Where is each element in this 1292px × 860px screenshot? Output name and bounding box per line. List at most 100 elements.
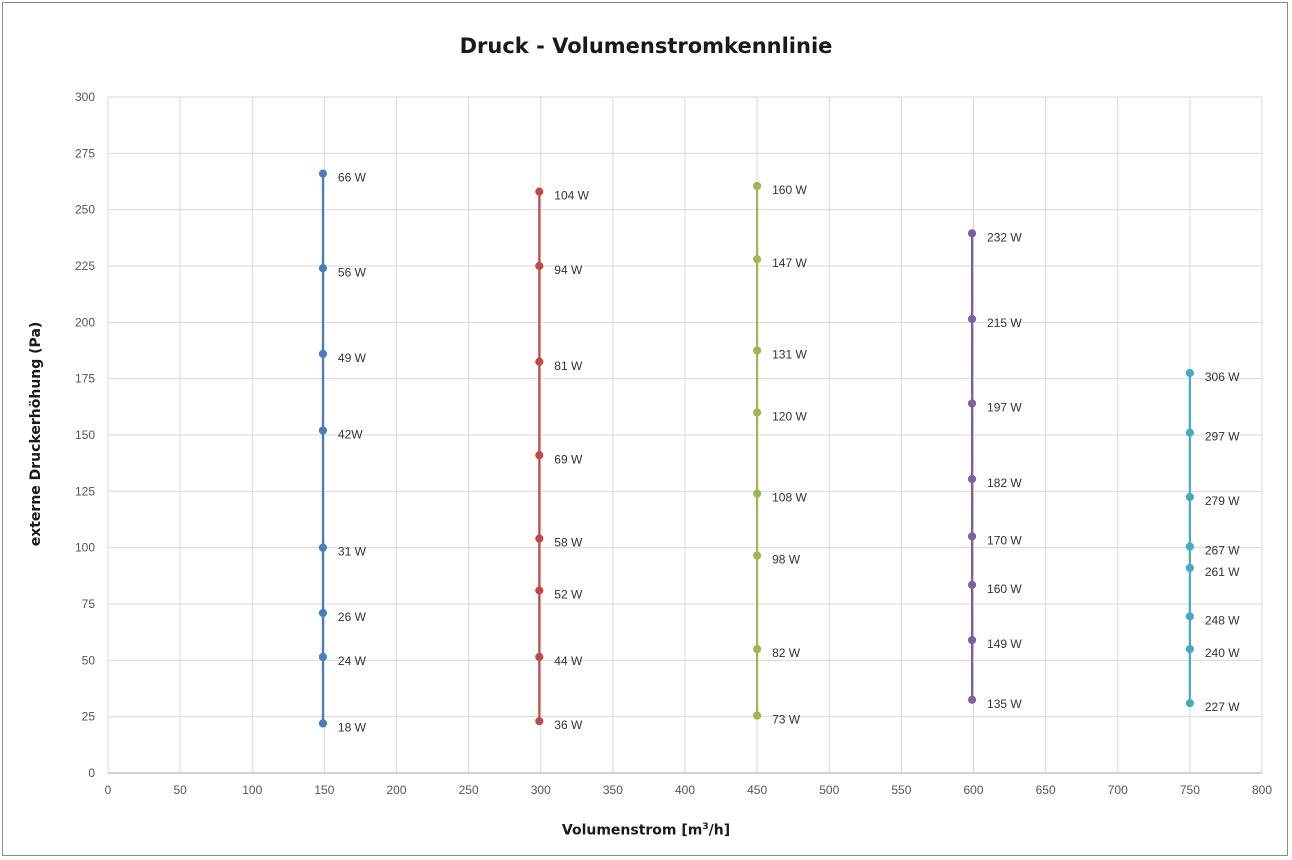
x-tick-label: 0: [105, 783, 112, 797]
data-point: [1185, 644, 1194, 654]
data-point: [753, 551, 762, 560]
x-axis-title-end: /h]: [708, 822, 731, 839]
data-label: 160 W: [772, 183, 807, 197]
data-label: 197 W: [987, 400, 1022, 414]
data-point: [535, 652, 544, 662]
data-label: 232 W: [987, 230, 1022, 244]
data-point: [1185, 542, 1194, 551]
data-point: [967, 635, 977, 645]
data-label: 297 W: [1205, 430, 1240, 444]
data-label: 131 W: [772, 348, 807, 362]
data-point: [1185, 612, 1194, 621]
data-label: 49 W: [338, 351, 367, 365]
data-label: 135 W: [987, 697, 1022, 711]
y-tick-label: 75: [82, 597, 96, 611]
data-point: [535, 261, 544, 271]
x-axis-title: Volumenstrom [m3/h]: [0, 822, 1292, 839]
x-tick-label: 50: [173, 783, 187, 797]
x-tick-label: 700: [1108, 783, 1128, 797]
y-tick-label: 300: [75, 90, 95, 104]
y-tick-label: 125: [75, 484, 95, 498]
x-tick-label: 600: [963, 783, 983, 797]
data-label: 94 W: [554, 263, 583, 277]
data-label: 66 W: [338, 171, 367, 185]
y-tick-label: 175: [75, 372, 95, 386]
y-tick-label: 0: [88, 766, 95, 780]
chart-title: Druck - Volumenstromkennlinie: [459, 34, 833, 58]
data-label: 18 W: [338, 720, 367, 734]
data-point: [753, 346, 762, 355]
data-point: [535, 451, 544, 460]
data-label: 24 W: [338, 654, 367, 668]
x-tick-label: 250: [459, 783, 479, 797]
y-tick-label: 200: [75, 315, 95, 329]
data-label: 149 W: [987, 637, 1022, 651]
data-point: [967, 399, 977, 408]
data-point: [1185, 699, 1194, 708]
data-label: 182 W: [987, 476, 1022, 490]
data-label: 147 W: [772, 256, 807, 270]
x-axis-title-superscript: 3: [702, 822, 709, 832]
data-label: 69 W: [554, 452, 583, 466]
data-point: [535, 357, 544, 366]
data-point: [967, 532, 977, 541]
data-label: 26 W: [338, 610, 367, 624]
data-point: [753, 489, 762, 498]
x-tick-label: 800: [1252, 783, 1272, 797]
x-axis-title-text: Volumenstrom [m: [561, 822, 703, 839]
y-tick-label: 225: [75, 259, 95, 273]
x-tick-label: 350: [603, 783, 623, 797]
data-label: 120 W: [772, 409, 807, 423]
data-point: [1185, 492, 1194, 502]
data-point: [1185, 428, 1194, 437]
data-point: [967, 314, 977, 324]
data-point: [753, 711, 762, 720]
data-label: 108 W: [772, 491, 807, 505]
data-label: 98 W: [772, 553, 801, 567]
y-tick-label: 50: [82, 653, 96, 667]
data-point: [318, 426, 328, 435]
data-label: 227 W: [1205, 700, 1240, 714]
data-point: [1185, 368, 1194, 378]
data-point: [967, 695, 977, 704]
data-label: 279 W: [1205, 494, 1240, 508]
data-point: [535, 187, 544, 196]
data-point: [318, 608, 328, 618]
data-label: 215 W: [987, 316, 1022, 330]
data-point: [318, 719, 328, 728]
data-label: 44 W: [554, 654, 583, 668]
data-point: [967, 229, 977, 238]
data-label: 170 W: [987, 533, 1022, 547]
data-point: [1185, 563, 1194, 573]
x-tick-label: 100: [242, 783, 262, 797]
data-label: 261 W: [1205, 565, 1240, 579]
data-label: 58 W: [554, 536, 583, 550]
x-tick-label: 550: [891, 783, 911, 797]
y-tick-label: 150: [75, 428, 95, 442]
x-tick-label: 400: [675, 783, 695, 797]
x-tick-label: 650: [1036, 783, 1056, 797]
data-point: [535, 534, 544, 543]
data-point: [753, 181, 762, 191]
data-point: [753, 255, 762, 264]
data-label: 52 W: [554, 587, 583, 601]
data-label: 81 W: [554, 359, 583, 373]
x-tick-label: 750: [1180, 783, 1200, 797]
data-label: 240 W: [1205, 646, 1240, 660]
x-tick-label: 500: [819, 783, 839, 797]
data-label: 31 W: [338, 545, 367, 559]
y-tick-label: 250: [75, 203, 95, 217]
data-point: [535, 586, 544, 595]
x-tick-label: 200: [386, 783, 406, 797]
data-label: 306 W: [1205, 370, 1240, 384]
y-tick-label: 25: [82, 710, 96, 724]
y-tick-label: 275: [75, 146, 95, 160]
data-label: 73 W: [772, 713, 801, 727]
data-point: [318, 652, 328, 662]
data-point: [535, 717, 544, 726]
data-label: 36 W: [554, 718, 583, 732]
x-tick-label: 450: [747, 783, 767, 797]
data-point: [318, 264, 328, 273]
